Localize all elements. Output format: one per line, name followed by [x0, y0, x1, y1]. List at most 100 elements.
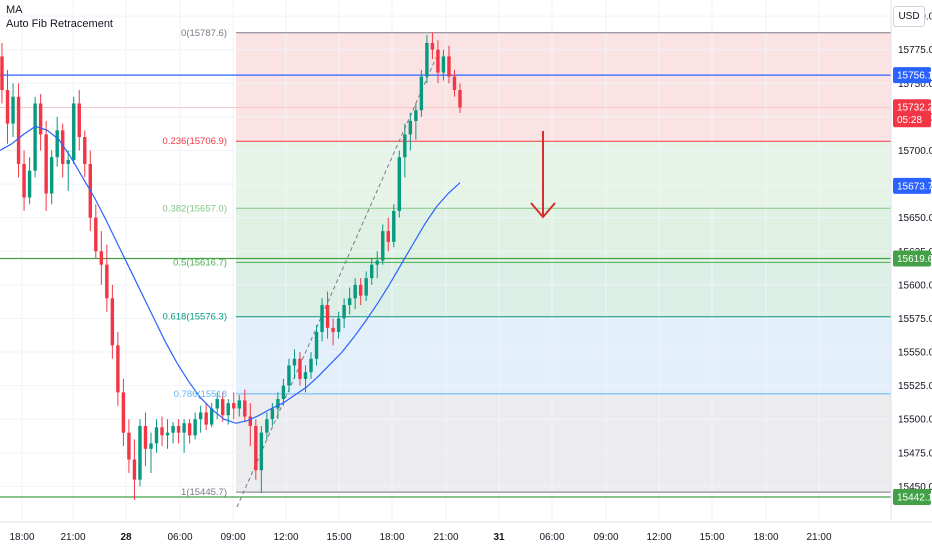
candle-body [215, 399, 219, 409]
candle-body [392, 210, 396, 242]
candle-body [370, 264, 374, 279]
candle-body [436, 49, 440, 73]
candle-body [60, 130, 65, 164]
fib-level-label: 0.786(15518 [174, 389, 227, 400]
price-tag-bg [893, 67, 931, 84]
candle-body [94, 217, 98, 252]
price-tag-text: 15732.2 [897, 103, 932, 114]
price-tag[interactable]: 15442.1 [893, 489, 932, 506]
time-tick-label: 15:00 [699, 532, 724, 543]
candle-body [187, 423, 192, 436]
candle-body [116, 345, 120, 393]
time-axis-bg [0, 522, 932, 550]
candle-body [49, 157, 54, 194]
price-tag-bg [893, 489, 931, 506]
candle-body [270, 408, 275, 420]
time-tick-label: 09:00 [593, 532, 618, 543]
candle-body [303, 372, 308, 379]
candle-body [408, 120, 413, 135]
down-arrow-annotation[interactable] [530, 131, 556, 219]
candle-body [403, 134, 407, 158]
candle-body [204, 412, 208, 425]
time-tick-label: 31 [493, 532, 505, 543]
fib-level-label: 0.382(15657.0) [163, 203, 227, 214]
fib-zones [236, 32, 891, 493]
candle-body [276, 399, 280, 409]
price-tag[interactable]: 15619.6 [893, 250, 932, 267]
price-tag[interactable]: 15673.7 [893, 177, 932, 194]
candle-body [55, 130, 59, 158]
price-tick-label: 15450.0 [898, 482, 932, 493]
candle-body [33, 103, 37, 171]
candle-body [99, 251, 104, 265]
currency-selector[interactable]: USD [893, 6, 925, 27]
candle-body [182, 423, 186, 433]
candle-body [243, 400, 247, 417]
candle-body [232, 403, 236, 409]
price-tag-text: 15673.7 [897, 181, 932, 192]
candle-body [165, 432, 170, 436]
price-tick-label: 15525.0 [898, 381, 932, 392]
candle-body [105, 264, 109, 299]
time-tick-label: 18:00 [379, 532, 404, 543]
candle-body [38, 103, 43, 135]
candle-body [132, 459, 137, 480]
candle-body [314, 331, 319, 359]
fib-zone [236, 141, 891, 209]
price-tick-label: 15475.0 [898, 448, 932, 459]
moving-average-line [0, 125, 461, 424]
candle-body [347, 298, 352, 306]
fib-zone [236, 393, 891, 493]
candle-body [336, 318, 341, 332]
candle-body [381, 231, 385, 261]
price-tick-label: 15775.0 [898, 45, 932, 56]
price-axis[interactable]: 15800.015775.015750.015725.015700.015675… [890, 0, 932, 520]
fib-level-label: 0(15787.6) [181, 28, 227, 39]
candle-body [5, 90, 10, 124]
candle-body [72, 103, 76, 160]
candle-body [292, 358, 297, 366]
candle-body [16, 96, 21, 164]
time-tick-label: 28 [120, 532, 132, 543]
price-tick-label: 15750.0 [898, 79, 932, 90]
price-tick-label: 15700.0 [898, 146, 932, 157]
candle-body [143, 425, 148, 449]
time-tick-label: 21:00 [806, 532, 831, 543]
candle-body [458, 90, 462, 108]
candle-body [221, 399, 225, 416]
candle-body [254, 425, 258, 471]
price-tag-text: 15619.6 [897, 254, 932, 265]
price-tick-label: 15575.0 [898, 314, 932, 325]
candle-body [66, 159, 70, 164]
fib-level-label: 0.236(15706.9) [163, 136, 227, 147]
candle-body [44, 134, 48, 194]
fib-zone [236, 262, 891, 317]
indicator-fib-label[interactable]: Auto Fib Retracement [6, 18, 113, 30]
time-axis[interactable]: 18:00 21:00 28 06:00 09:00 12:00 15:00 18:00 21:… [0, 521, 932, 550]
candle-body [27, 170, 32, 198]
candle-body [237, 400, 241, 409]
candle-body [226, 403, 230, 416]
time-tick-label: 18:00 [9, 532, 34, 543]
candle-body [342, 305, 346, 319]
fib-trendline [236, 57, 437, 508]
candle-body [452, 76, 457, 91]
candle-body [149, 443, 153, 449]
candle-body [11, 96, 15, 124]
price-tag[interactable]: 15756.1 [893, 67, 932, 84]
candle-body [110, 298, 115, 346]
time-tick-label: 12:00 [273, 532, 298, 543]
candle-body [0, 56, 4, 91]
candle-body [320, 305, 324, 332]
candle-body [309, 358, 313, 373]
price-tag-countdown: 05:28 [897, 115, 922, 126]
candle-body [83, 137, 87, 164]
candle-body [265, 419, 269, 433]
candle-body [77, 103, 81, 138]
candle-body [414, 110, 418, 121]
price-tick-label: 15500.0 [898, 415, 932, 426]
candle-body [160, 427, 164, 436]
price-tag[interactable]: 15732.205:28 [893, 99, 932, 128]
indicator-ma-label[interactable]: MA [6, 4, 23, 16]
